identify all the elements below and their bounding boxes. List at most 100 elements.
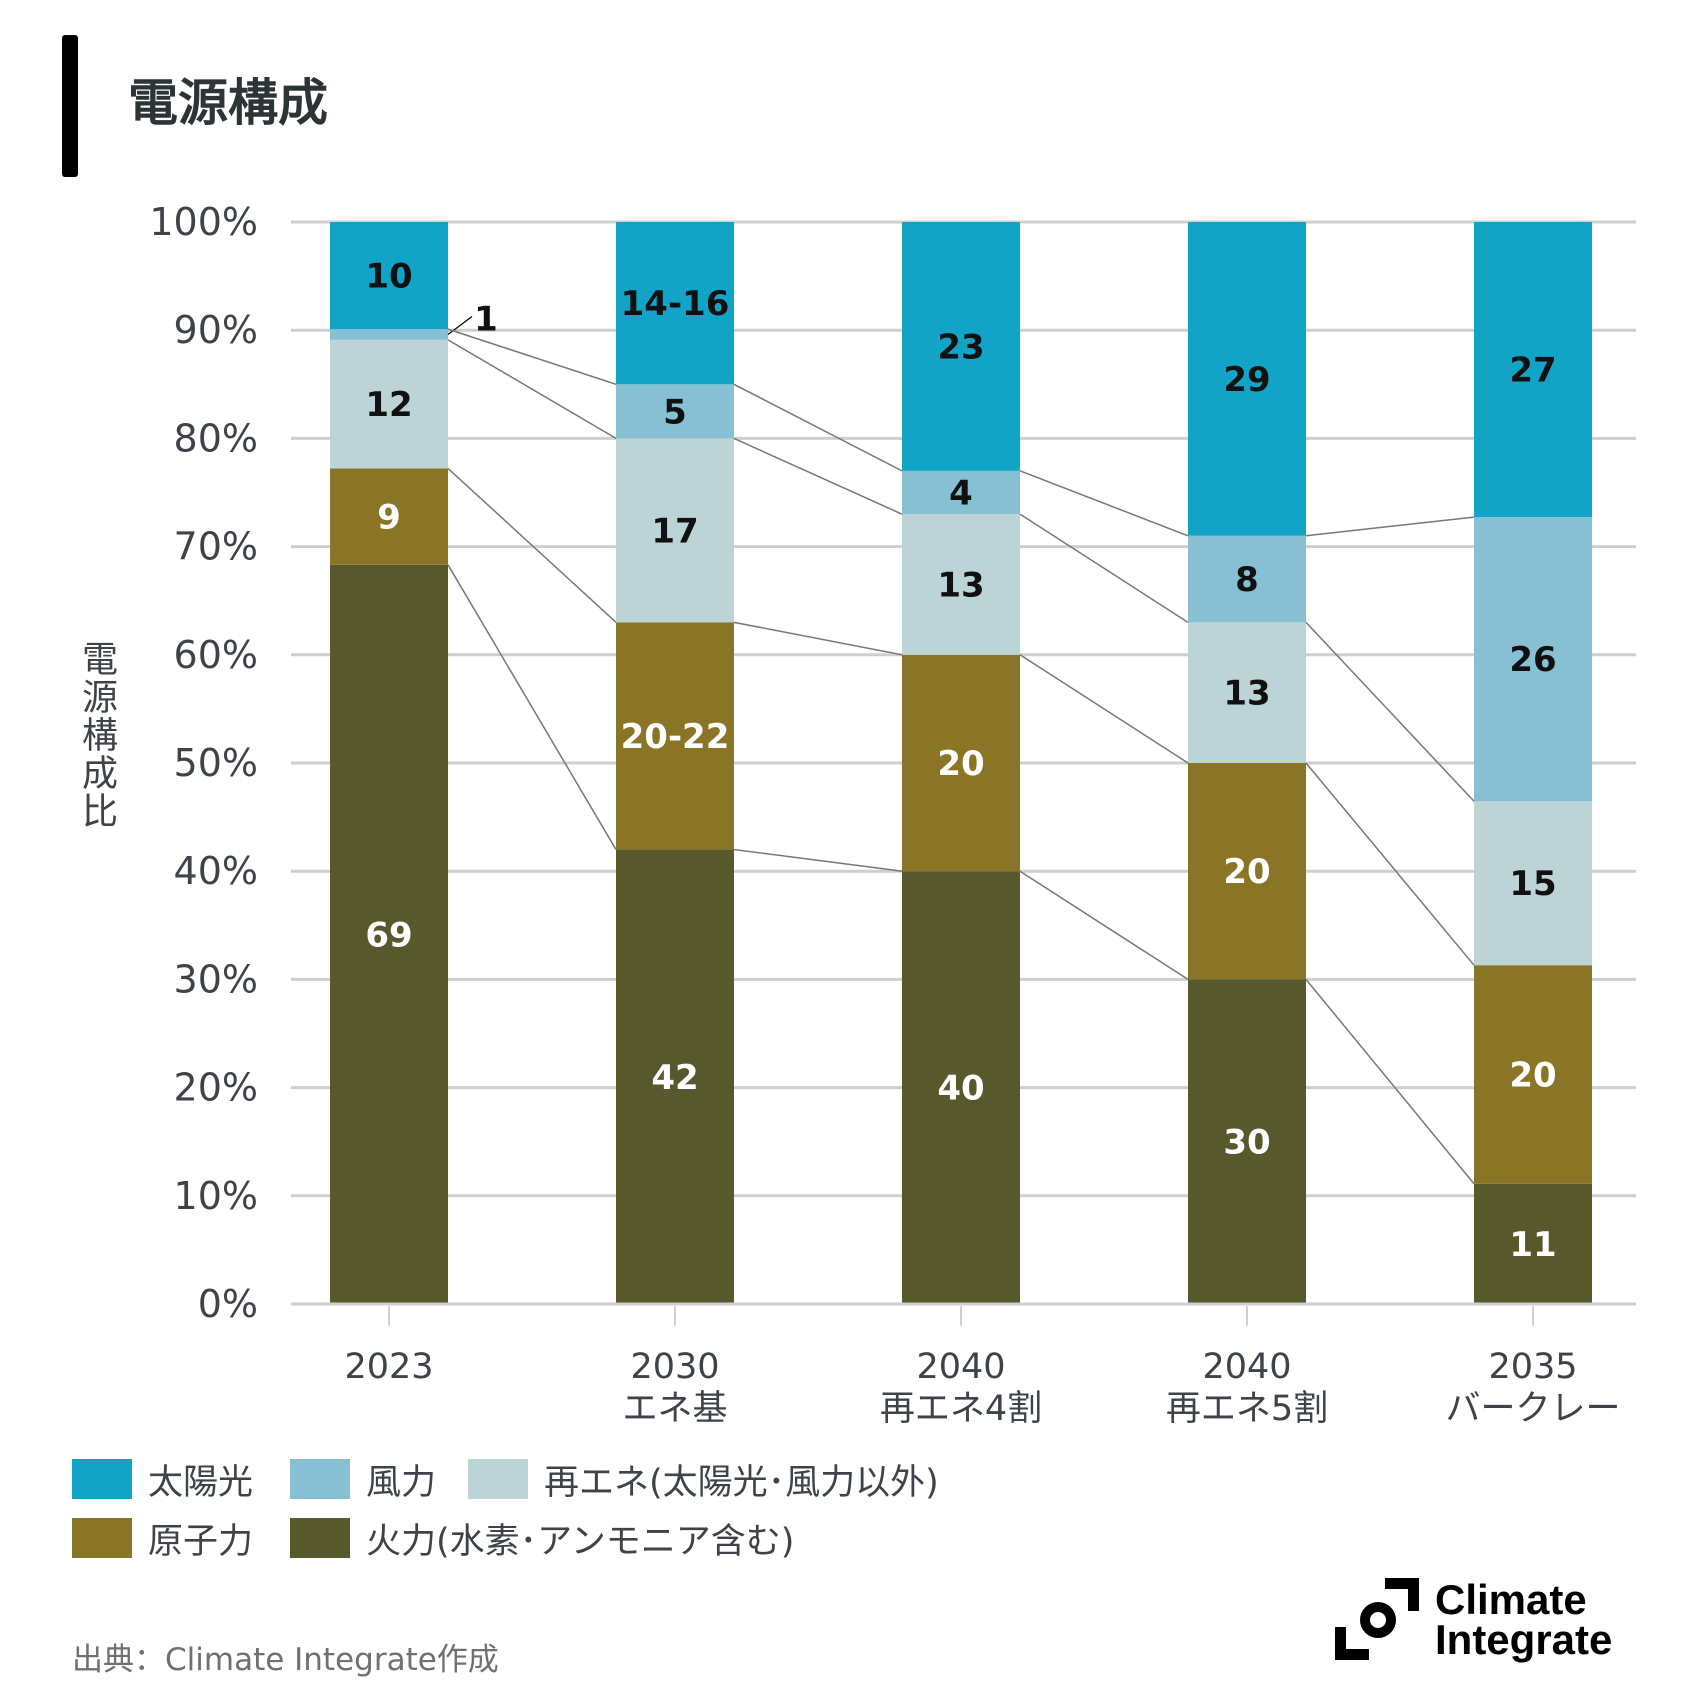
bar-segment — [1188, 222, 1306, 536]
x-tick-label-sub: 再エネ5割 — [1166, 1389, 1328, 1429]
x-tick-label: 2040 — [1202, 1347, 1291, 1387]
legend-label: 風力 — [366, 1462, 437, 1503]
bar-segment — [902, 514, 1020, 655]
legend-swatch — [290, 1518, 350, 1558]
data-label: 13 — [937, 565, 984, 605]
data-label: 23 — [937, 327, 984, 367]
connector-line — [447, 467, 617, 623]
bar-segment — [1188, 979, 1306, 1304]
data-label: 12 — [365, 385, 412, 425]
bar-segment — [330, 329, 448, 340]
data-label: 26 — [1509, 640, 1556, 680]
data-label: 13 — [1223, 674, 1270, 714]
y-tick-label: 0% — [198, 1282, 258, 1326]
y-tick-label: 90% — [174, 308, 258, 352]
data-label: 10 — [365, 257, 412, 297]
logo-l-mark-icon — [1335, 1627, 1369, 1660]
legend-label: 火力(水素･アンモニア含む) — [366, 1521, 795, 1562]
y-tick-label: 30% — [174, 957, 258, 1001]
logo-text-line1: Climate — [1435, 1576, 1587, 1623]
bar-segment — [1188, 763, 1306, 980]
data-label: 27 — [1509, 351, 1556, 391]
connector-line — [733, 621, 903, 656]
y-tick-label: 50% — [174, 741, 258, 785]
bar-segment — [1188, 622, 1306, 763]
logo-text-line2: Integrate — [1435, 1616, 1612, 1663]
chart-title: 電源構成 — [128, 74, 328, 132]
legend-item: 太陽光 — [72, 1459, 253, 1503]
y-tick-label: 20% — [174, 1066, 258, 1110]
data-label: 30 — [1223, 1123, 1270, 1163]
connector-line — [733, 383, 903, 472]
x-tick-label-sub: 再エネ4割 — [880, 1389, 1042, 1429]
legend-label: 原子力 — [148, 1521, 254, 1562]
data-label: 5 — [663, 392, 687, 432]
connector-line — [1019, 654, 1189, 764]
title-accent-bar — [62, 35, 78, 177]
legend-label: 太陽光 — [148, 1462, 254, 1503]
connector-line — [1019, 513, 1189, 623]
y-tick-label: 10% — [174, 1174, 258, 1218]
bar-segment — [902, 654, 1020, 872]
legend-item: 原子力 — [72, 1518, 253, 1562]
bar-segment — [1474, 965, 1592, 1184]
data-label: 29 — [1223, 360, 1270, 400]
connector-line — [1305, 978, 1475, 1185]
data-label: 8 — [1235, 560, 1259, 600]
y-tick-label: 80% — [174, 416, 258, 460]
climate-integrate-logo: Climate Integrate — [1335, 1576, 1612, 1663]
bar-segment — [902, 470, 1020, 515]
logo-circle-icon — [1360, 1602, 1396, 1638]
connector-line — [1305, 621, 1475, 802]
y-tick-label: 40% — [174, 849, 258, 893]
data-label: 20 — [937, 744, 984, 784]
connector-line — [1305, 762, 1475, 966]
source-note: 出典：Climate Integrate作成 — [72, 1642, 499, 1678]
legend-item: 風力 — [290, 1459, 436, 1503]
legend-swatch — [290, 1459, 350, 1499]
connector-line — [1305, 516, 1475, 537]
data-label: 17 — [651, 511, 698, 551]
y-tick-label: 70% — [174, 525, 258, 569]
bar-segment — [616, 222, 734, 385]
data-label: 15 — [1509, 864, 1556, 904]
bar-segment — [1188, 535, 1306, 623]
data-label: 20-22 — [621, 717, 730, 757]
legend-swatch — [72, 1459, 132, 1499]
bar-segment — [330, 222, 448, 330]
connector-line — [447, 564, 617, 850]
data-label: 40 — [937, 1069, 984, 1109]
x-tick-label: 2040 — [916, 1347, 1005, 1387]
bar-segment — [902, 871, 1020, 1304]
data-label: 4 — [949, 474, 973, 514]
y-tick-label: 100% — [149, 200, 258, 244]
bar-segment — [616, 849, 734, 1304]
legend-swatch — [468, 1459, 528, 1499]
data-label: 1 — [474, 299, 498, 339]
data-label: 69 — [365, 915, 412, 955]
bar-segment — [1474, 801, 1592, 966]
data-label-leader-line — [447, 316, 473, 335]
x-tick-label-sub: バークレー — [1445, 1389, 1620, 1429]
bar-segment — [330, 564, 448, 1304]
bar-segment — [330, 339, 448, 469]
data-label: 9 — [377, 498, 401, 538]
bar-segment — [902, 222, 1020, 471]
legend-label: 再エネ(太陽光･風力以外) — [544, 1462, 939, 1503]
data-label: 20 — [1509, 1055, 1556, 1095]
legend-swatch — [72, 1518, 132, 1558]
bar-segment — [330, 468, 448, 565]
x-tick-label-sub: エネ基 — [622, 1389, 727, 1429]
connector-line — [1019, 470, 1189, 537]
bar-segment — [616, 438, 734, 623]
data-label: 14-16 — [621, 284, 730, 324]
y-tick-label: 60% — [174, 633, 258, 677]
connector-line — [733, 848, 903, 872]
logo-corner-mark-icon — [1385, 1578, 1419, 1611]
connector-line — [447, 339, 617, 440]
x-tick-label: 2035 — [1488, 1347, 1577, 1387]
connector-line — [1019, 870, 1189, 981]
legend-item: 火力(水素･アンモニア含む) — [290, 1518, 794, 1562]
y-axis-label: 電源構成比 — [76, 640, 117, 830]
